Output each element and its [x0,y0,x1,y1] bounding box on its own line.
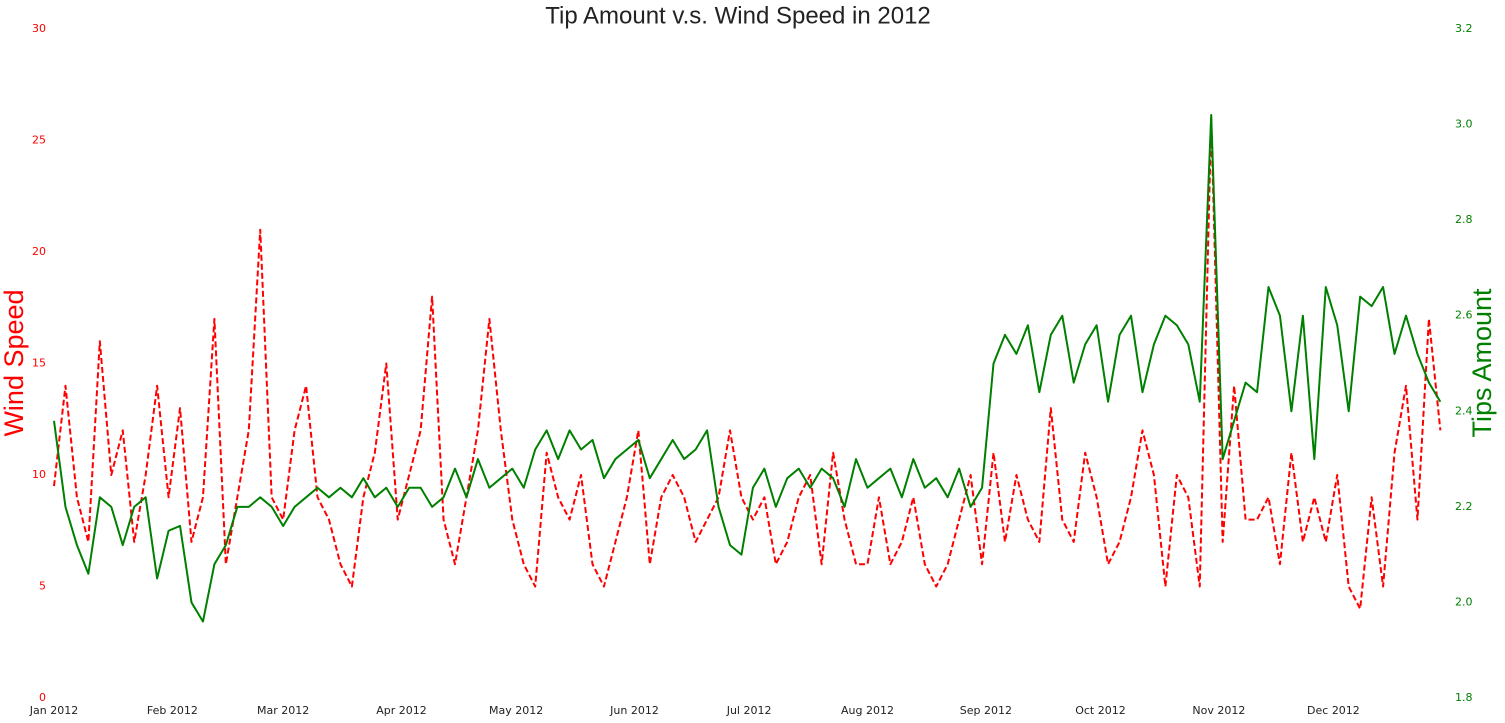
chart-title: Tip Amount v.s. Wind Speed in 2012 [545,2,931,29]
x-tick-label: Apr 2012 [376,704,427,717]
y2-tick-label: 2.8 [1455,213,1473,226]
x-tick-label: May 2012 [489,704,543,717]
y2-axis-label: Tips Amount [1467,288,1497,438]
y2-tick-label: 1.8 [1455,691,1473,704]
y-axis-label: Wind Speed [0,289,29,436]
y2-tick-label: 2.2 [1455,500,1473,513]
x-tick-label: Mar 2012 [257,704,309,717]
y-tick-label: 5 [39,580,46,593]
series-line [53,114,1442,623]
y2-tick-label: 2.4 [1455,404,1473,417]
y-tick-label: 25 [32,134,46,147]
series-line [53,117,1442,610]
x-tick-label: Aug 2012 [841,704,894,717]
y-tick-label: 15 [32,357,46,370]
x-tick-label: Jul 2012 [726,704,772,717]
x-tick-label: Oct 2012 [1075,704,1126,717]
x-tick-label: Jun 2012 [609,704,659,717]
y-tick-label: 30 [32,22,46,35]
y2-tick-label: 2.0 [1455,595,1473,608]
x-tick-label: Sep 2012 [960,704,1012,717]
y-tick-label: 10 [32,468,46,481]
y-tick-label: 20 [32,245,46,258]
y2-tick-label: 3.0 [1455,118,1473,131]
y2-tick-label: 2.6 [1455,309,1473,322]
y-tick-label: 0 [39,691,46,704]
x-tick-label: Jan 2012 [29,704,78,717]
x-tick-label: Nov 2012 [1192,704,1245,717]
x-tick-label: Dec 2012 [1307,704,1360,717]
y2-tick-label: 3.2 [1455,22,1473,35]
x-tick-label: Feb 2012 [147,704,198,717]
